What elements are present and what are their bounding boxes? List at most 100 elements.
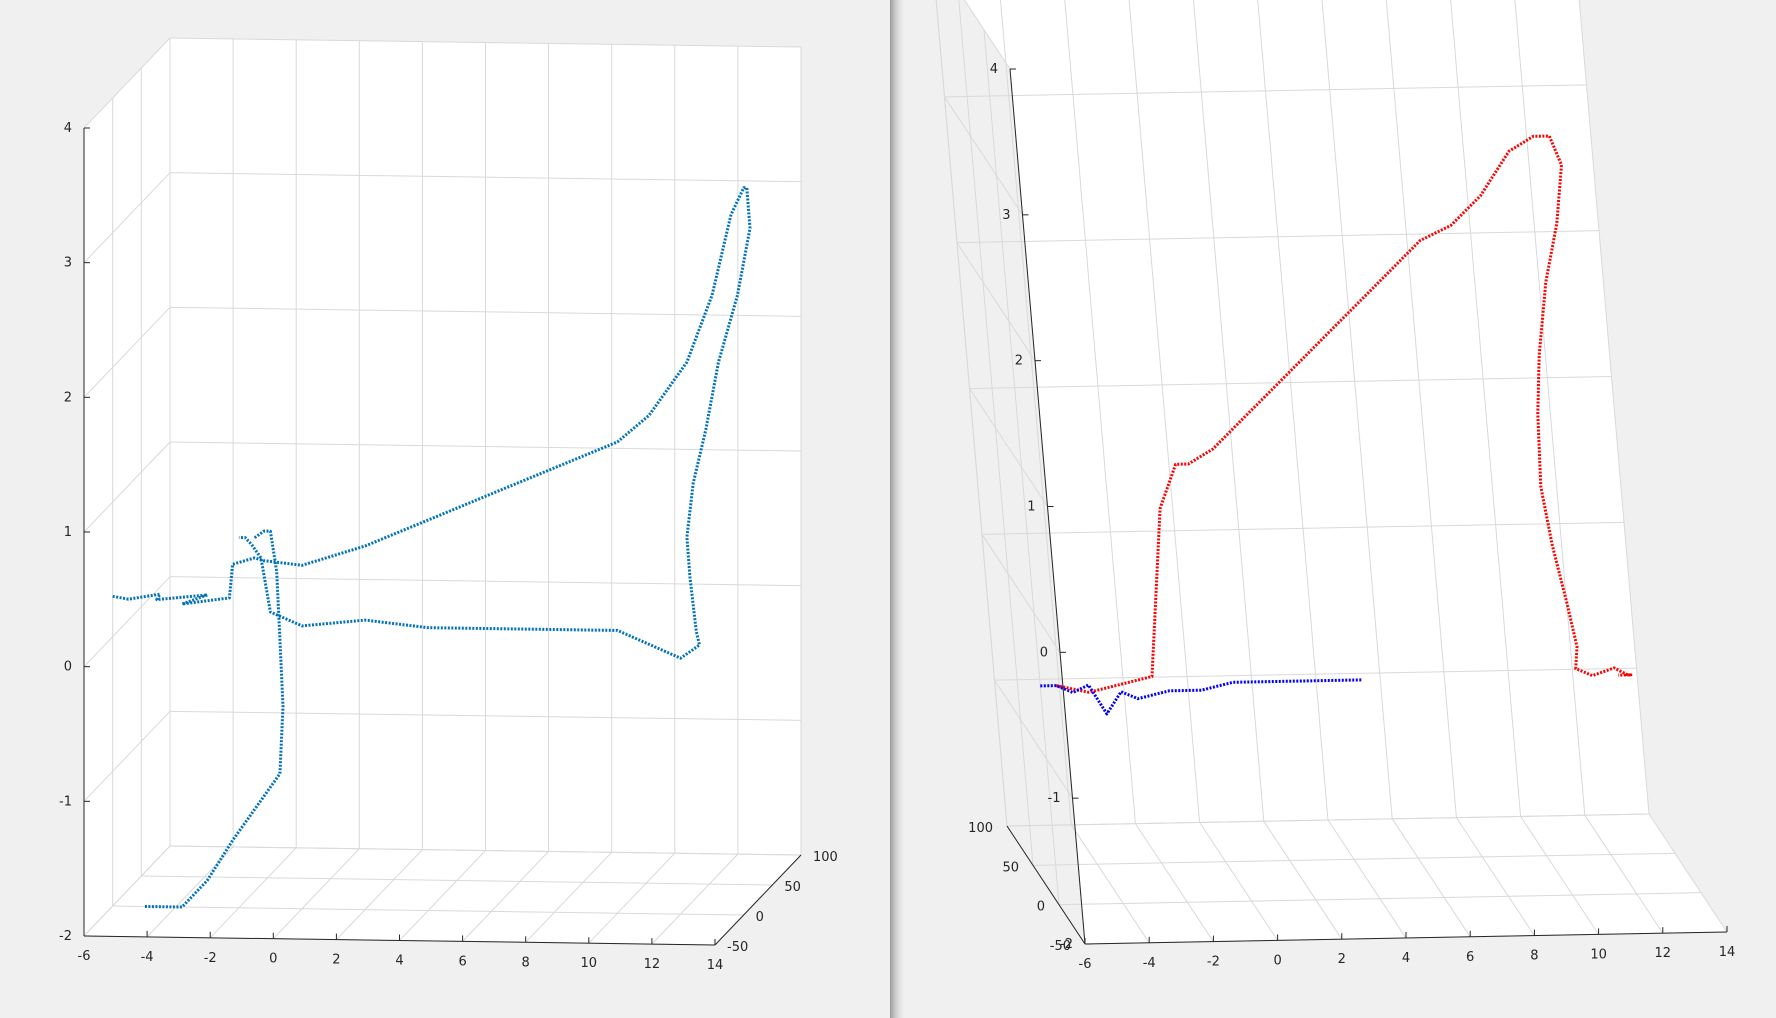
grid-line-z-back [969, 376, 1612, 389]
grid-line-y-side [935, 0, 1008, 827]
z-tick-label: 1 [1027, 500, 1035, 515]
grid-line-y-side [958, 0, 1034, 866]
grid-line-x-floor [399, 850, 486, 941]
y-tick-label: 50 [1002, 860, 1019, 875]
grid-line-z-back [994, 667, 1637, 681]
x-tick-label: -6 [1079, 957, 1092, 972]
grid-line-x-floor [525, 851, 613, 943]
z-tick-label: 2 [64, 390, 72, 405]
grid-line-z-side [83, 845, 171, 937]
x-tick-label: 12 [644, 957, 661, 972]
grid-line-z-back [956, 230, 1600, 244]
z-tick-label: 1 [64, 525, 72, 540]
x-tick-label: 8 [1530, 949, 1538, 964]
right-figure-panel: -6 -4 -2 0 2 4 6 8 10 12 14 -2 -1 0 1 2 3 4 -50 0 50 100 [904, 0, 1776, 1018]
x-tick-label: 10 [581, 956, 598, 971]
grid-line-x-floor [651, 853, 739, 945]
z-tick-label: -1 [59, 794, 72, 809]
z-tick-label: 4 [64, 121, 72, 136]
x-tick-label: 6 [1466, 950, 1474, 965]
grid-line-z-back [169, 710, 802, 721]
y-tick-label: -50 [727, 940, 748, 955]
grid-line-x-floor [462, 851, 549, 942]
x-tick-label: 10 [1590, 947, 1607, 962]
y-tick-label: 0 [1037, 900, 1045, 915]
y-axis-line [1006, 825, 1086, 945]
grid-line-x-floor [588, 852, 676, 944]
x-tick-label: 0 [1273, 953, 1281, 968]
grid-line-x-floor [1263, 820, 1343, 940]
grid-line-x-floor [1455, 817, 1535, 936]
y-tick-label: 100 [968, 821, 993, 836]
x-tick-label: -2 [204, 951, 217, 966]
x-tick-label: -4 [1143, 956, 1156, 971]
x-tick-label: 2 [1338, 952, 1346, 967]
z-tick-label: 0 [64, 660, 72, 675]
grid-line-z-side [981, 534, 1061, 653]
grid-line-z-back [169, 37, 802, 48]
x-tick-label: 6 [458, 954, 466, 969]
grid-line-y-side [983, 29, 1060, 905]
grid-line-z-back [169, 306, 802, 317]
grid-line-x-floor [1391, 818, 1471, 938]
y-tick-label: 100 [813, 850, 838, 865]
series-line-1 [1040, 678, 1362, 716]
x-tick-label: -4 [141, 950, 154, 965]
x-tick-label: 14 [707, 958, 724, 973]
grid-line-x-floor [1520, 816, 1600, 935]
grid-line-z-back [944, 84, 1587, 98]
x-tick-label: -6 [78, 949, 91, 964]
series-line-1 [144, 529, 285, 909]
grid-line-z-side [963, 0, 1011, 70]
y-tick-label: 50 [784, 880, 801, 895]
grid-line-z-side [83, 576, 171, 668]
grid-line-z-side [83, 37, 171, 129]
z-tick-label: -1 [1048, 791, 1061, 806]
grid-line-x-floor [1327, 819, 1407, 939]
z-tick-label: 2 [1015, 354, 1023, 369]
grid-line-z-side [956, 242, 1036, 361]
grid-line-x-floor [272, 848, 360, 940]
series-line-0 [1055, 134, 1633, 694]
grid-line-y-floor [112, 905, 744, 916]
y-tick-label: 0 [756, 910, 764, 925]
grid-line-x-floor [336, 849, 423, 940]
grid-line-z-side [969, 388, 1048, 507]
grid-line-z-back [169, 576, 802, 587]
grid-line-y-floor [1032, 852, 1676, 866]
z-tick-label: -2 [1060, 937, 1073, 952]
panel-divider[interactable] [890, 0, 904, 1018]
x-tick-label: 8 [522, 955, 530, 970]
z-tick-label: 3 [1002, 208, 1010, 223]
grid-line-y-floor [1058, 892, 1702, 906]
grid-line-x-floor [209, 847, 297, 939]
grid-line-z-side [83, 441, 171, 533]
left-figure-panel: -6 -4 -2 0 2 4 6 8 10 12 14 -2 -1 0 1 2 3 4 -50 0 50 100 [59, 37, 838, 973]
grid-line-x-floor [1648, 813, 1728, 933]
x-tick-label: 0 [269, 952, 277, 967]
grid-line-x-floor [1584, 814, 1664, 934]
grid-line-z-side [83, 710, 171, 802]
grid-line-z-side [83, 306, 171, 398]
grid-line-x-floor [1070, 824, 1150, 944]
grid-line-z-back [169, 441, 802, 452]
x-tick-label: 4 [1402, 951, 1410, 966]
grid-line-x-floor [1199, 822, 1279, 941]
y-axis-line [714, 854, 802, 946]
grid-line-y-floor [141, 875, 773, 886]
grid-line-z-side [83, 172, 171, 264]
x-tick-label: 2 [332, 953, 340, 968]
x-tick-label: -2 [1207, 955, 1220, 970]
grid-line-z-back [981, 521, 1625, 535]
x-tick-label: 14 [1719, 945, 1736, 960]
grid-line-y-floor [169, 845, 802, 856]
x-tick-label: 12 [1655, 946, 1672, 961]
z-tick-label: 0 [1040, 645, 1048, 660]
grid-line-y-floor [1006, 813, 1650, 827]
z-tick-label: 4 [990, 62, 998, 77]
grid-line-z-back [169, 172, 802, 183]
plot-area [964, 0, 1727, 944]
z-tick-label: -2 [59, 929, 72, 944]
